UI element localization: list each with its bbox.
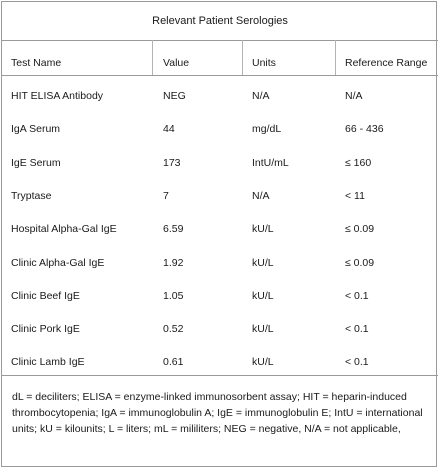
test-name-cell: Hospital Alpha-Gal IgE (11, 223, 117, 235)
reference-range-cell: < 0.1 (345, 323, 369, 335)
test-name-cell: Clinic Alpha-Gal IgE (11, 257, 105, 269)
test-name-cell: HIT ELISA Antibody (11, 90, 104, 102)
reference-range-cell: < 0.1 (345, 290, 369, 302)
test-name-cell: Clinic Lamb IgE (11, 356, 85, 368)
reference-range-cell: ≤ 160 (345, 157, 372, 169)
header-divider (242, 40, 243, 75)
test-name-cell: Tryptase (11, 190, 52, 202)
reference-range-cell: < 0.1 (345, 356, 369, 368)
header-divider (152, 40, 153, 75)
reference-range-cell: 66 - 436 (345, 123, 384, 135)
test-name-cell: IgE Serum (11, 157, 61, 169)
title-divider (2, 40, 438, 41)
units-cell: kU/L (252, 257, 274, 269)
test-name-cell: IgA Serum (11, 123, 61, 135)
value-cell: 1.05 (163, 290, 184, 302)
value-cell: 6.59 (163, 223, 184, 235)
reference-range-cell: N/A (345, 90, 363, 102)
header-divider-bottom (2, 75, 438, 76)
table-title: Relevant Patient Serologies (152, 15, 288, 27)
units-cell: N/A (252, 90, 270, 102)
units-cell: kU/L (252, 323, 274, 335)
units-cell: IntU/mL (252, 157, 289, 169)
footnote: dL = deciliters; ELISA = enzyme-linked i… (12, 391, 423, 435)
value-cell: 0.61 (163, 356, 184, 368)
footnote-divider (2, 375, 438, 376)
units-cell: kU/L (252, 356, 274, 368)
reference-range-cell: ≤ 0.09 (345, 223, 375, 235)
reference-range-cell: ≤ 0.09 (345, 257, 375, 269)
value-cell: 173 (163, 157, 181, 169)
value-cell: 44 (163, 123, 175, 135)
test-name-cell: Clinic Beef IgE (11, 290, 80, 302)
value-cell: 0.52 (163, 323, 184, 335)
value-cell: 7 (163, 190, 169, 202)
units-cell: kU/L (252, 223, 274, 235)
header-value: Value (163, 57, 190, 69)
units-cell: kU/L (252, 290, 274, 302)
header-divider (335, 40, 336, 75)
reference-range-cell: < 11 (345, 190, 365, 202)
header-units: Units (252, 57, 276, 69)
units-cell: mg/dL (252, 123, 282, 135)
value-cell: 1.92 (163, 257, 184, 269)
header-test-name: Test Name (11, 57, 62, 69)
header-reference-range: Reference Range (345, 57, 428, 69)
value-cell: NEG (163, 90, 186, 102)
test-name-cell: Clinic Pork IgE (11, 323, 80, 335)
units-cell: N/A (252, 190, 270, 202)
